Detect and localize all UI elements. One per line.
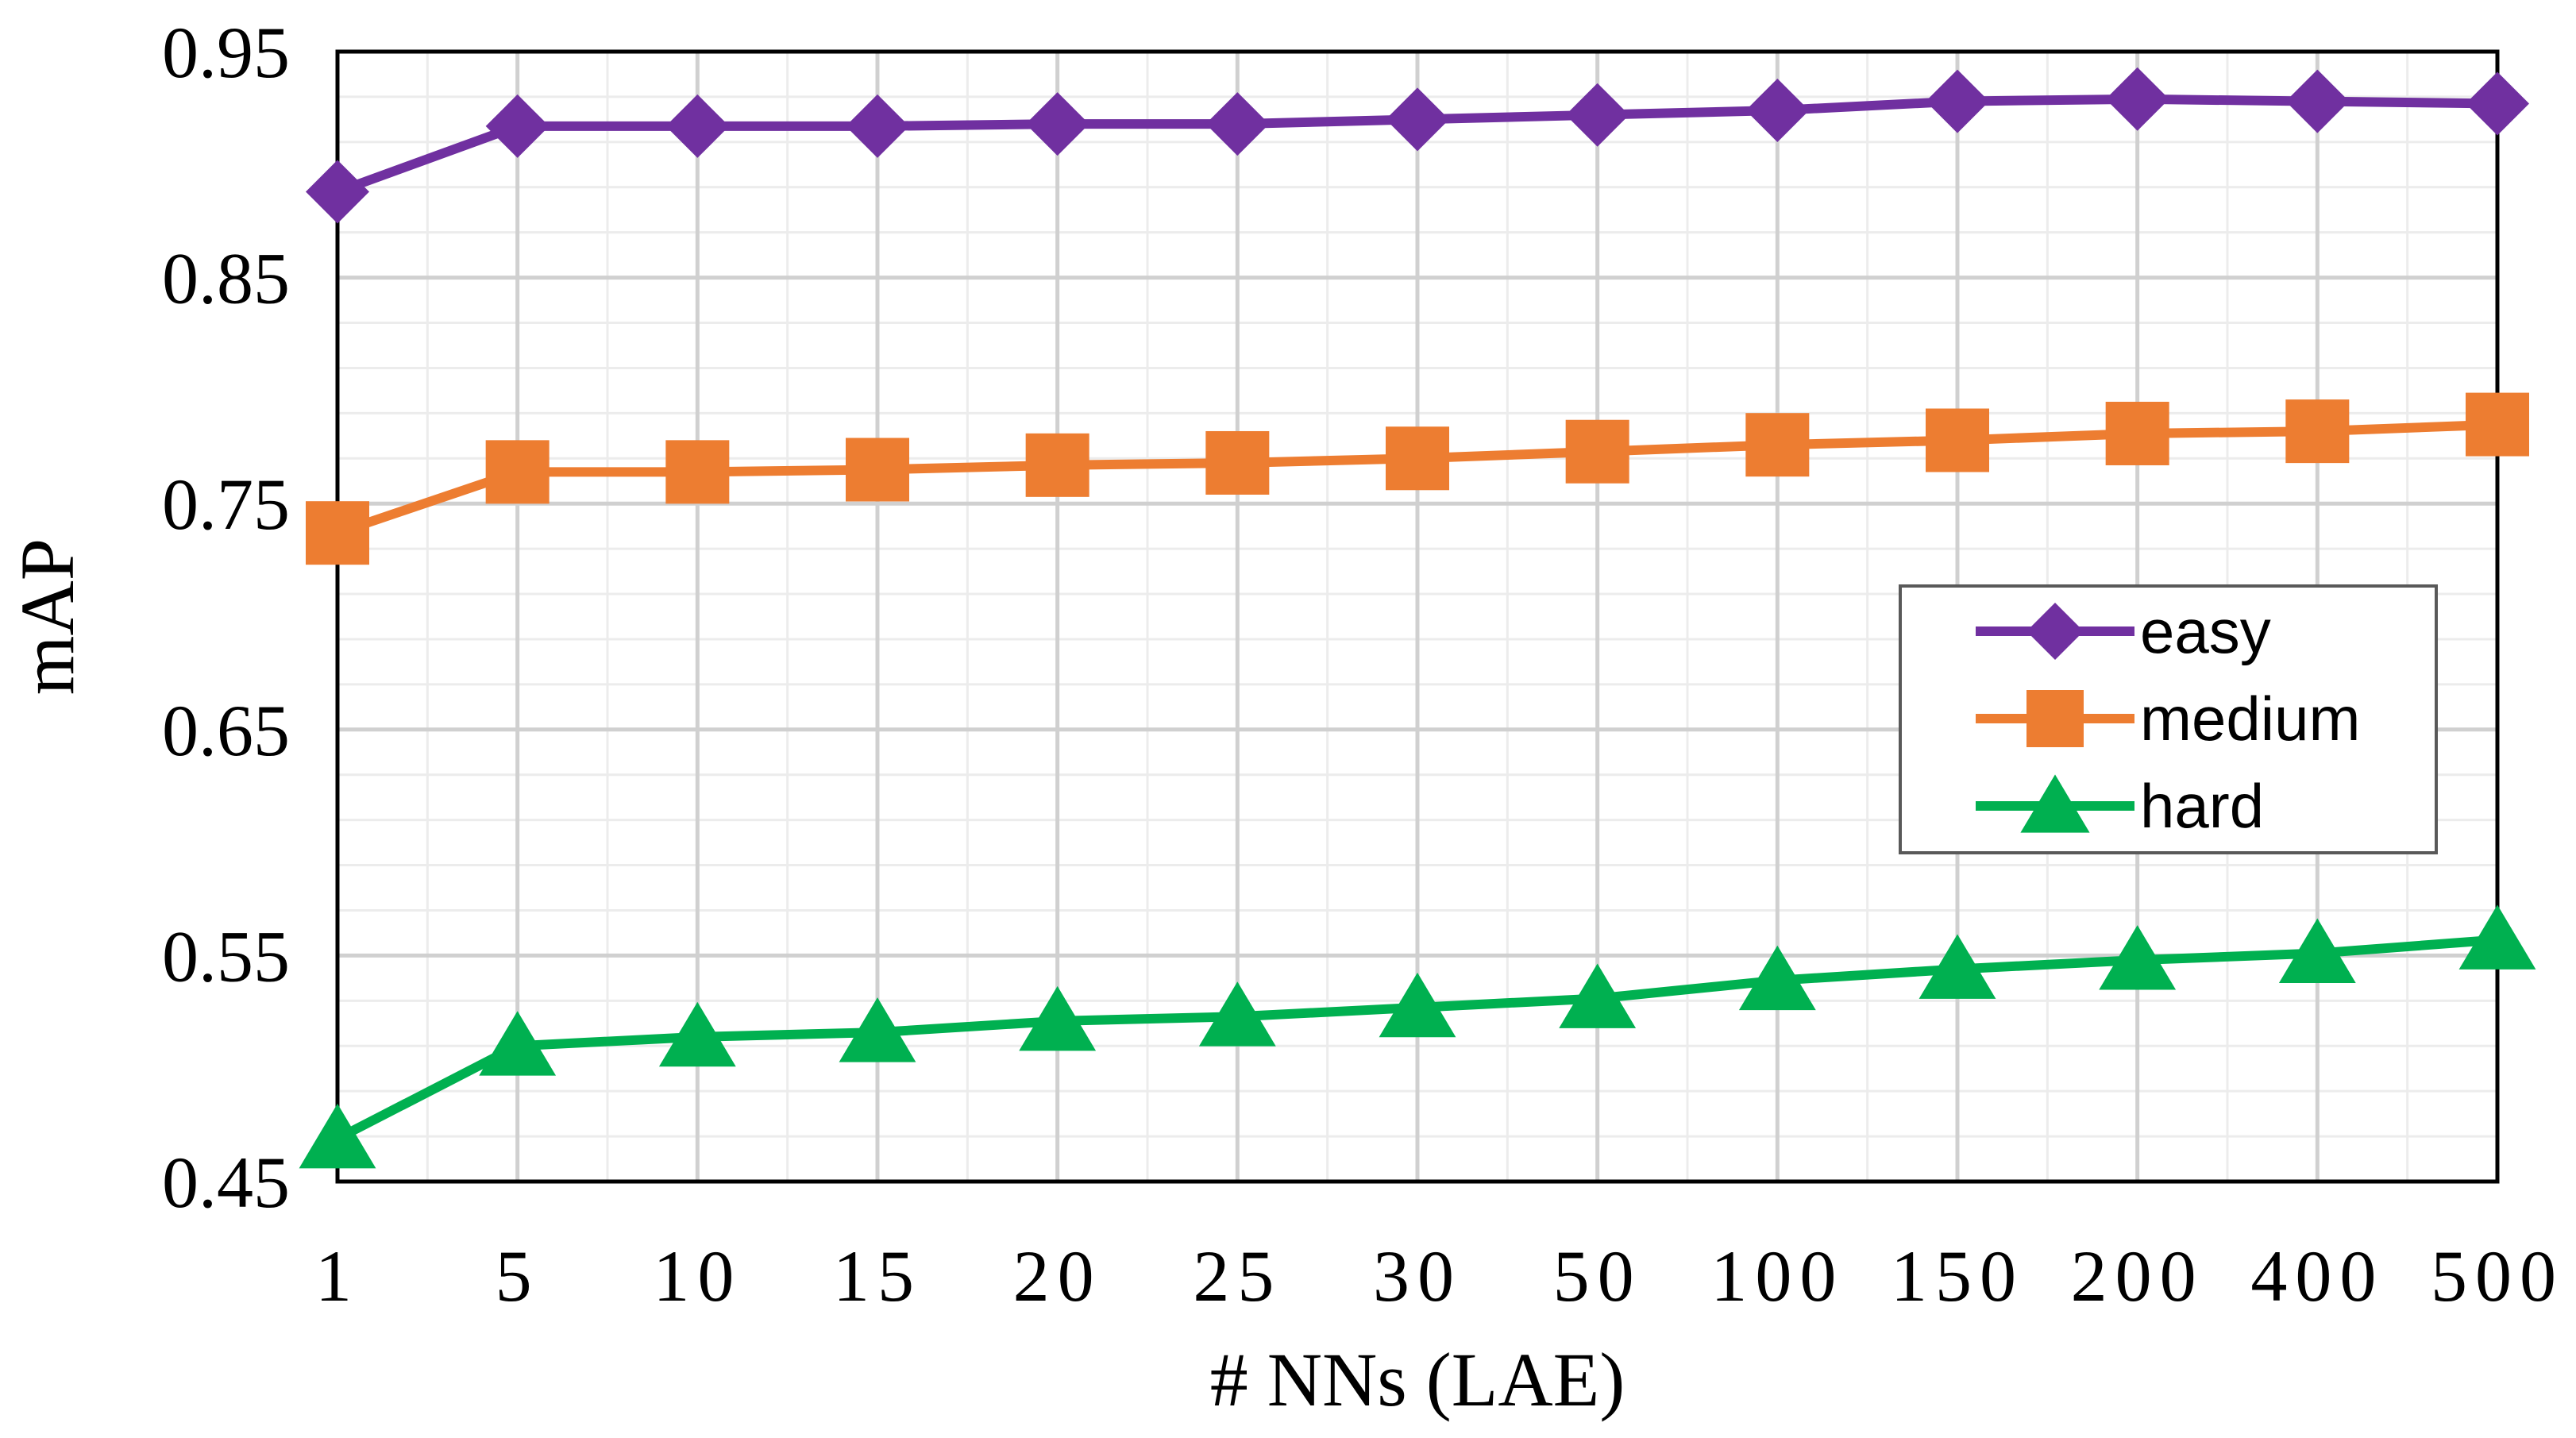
y-tick-labels: 0.45 0.55 0.65 0.75 0.85 0.95 — [162, 12, 290, 1223]
x-tick-labels: 1 5 10 15 20 25 30 50 100 150 200 400 500 — [315, 1236, 2564, 1317]
data-point-medium — [1025, 433, 1089, 497]
data-point-medium — [2466, 392, 2529, 457]
data-point-hard — [1198, 981, 1276, 1047]
data-point-medium — [1745, 413, 1810, 477]
x-tick-label: 50 — [1553, 1236, 1642, 1317]
legend-label-medium: medium — [2140, 684, 2360, 754]
data-point-easy — [846, 94, 909, 158]
legend-marker-hard — [2020, 774, 2090, 833]
data-point-medium — [846, 438, 909, 502]
y-tick-label: 0.75 — [162, 464, 290, 545]
y-tick-label: 0.85 — [162, 238, 290, 319]
data-point-medium — [485, 440, 550, 504]
legend-item-medium: medium — [1976, 684, 2360, 754]
data-point-easy — [1205, 92, 1270, 156]
data-point-hard — [479, 1011, 557, 1076]
y-tick-label: 0.45 — [162, 1142, 290, 1223]
data-point-easy — [665, 94, 730, 158]
data-point-hard — [839, 997, 916, 1062]
data-point-medium — [1386, 426, 1449, 491]
x-tick-label: 20 — [1013, 1236, 1102, 1317]
x-tick-label: 200 — [2071, 1236, 2204, 1317]
legend-marker-easy — [2026, 603, 2084, 660]
y-tick-label: 0.95 — [162, 12, 290, 93]
data-point-easy — [2466, 71, 2529, 136]
plot-area-border — [335, 49, 2500, 1184]
x-tick-label: 15 — [833, 1236, 922, 1317]
legend-marker-medium — [2026, 690, 2084, 747]
x-tick-label: 10 — [653, 1236, 742, 1317]
data-point-medium — [1926, 408, 1989, 472]
data-point-easy — [1386, 87, 1449, 152]
data-point-medium — [2105, 401, 2169, 465]
data-point-hard — [1738, 945, 1816, 1011]
x-tick-label: 150 — [1891, 1236, 2024, 1317]
data-point-easy — [485, 94, 550, 158]
data-point-easy — [1025, 92, 1089, 156]
x-tick-label: 1 — [315, 1236, 360, 1317]
data-point-easy — [306, 160, 369, 224]
y-tick-label: 0.65 — [162, 690, 290, 771]
data-point-easy — [1745, 78, 1810, 142]
data-point-hard — [2278, 918, 2356, 983]
x-tick-label: 5 — [496, 1236, 540, 1317]
y-axis-title: mAP — [5, 538, 90, 695]
data-point-hard — [1379, 972, 1456, 1038]
data-point-medium — [2285, 399, 2350, 464]
legend-item-hard: hard — [1976, 771, 2264, 841]
data-point-medium — [1565, 419, 1629, 484]
data-point-hard — [1919, 934, 1996, 999]
x-tick-label: 400 — [2250, 1236, 2384, 1317]
data-point-hard — [1559, 963, 1637, 1028]
data-point-hard — [658, 1001, 736, 1067]
data-point-hard — [2099, 925, 2177, 990]
data-point-easy — [2105, 67, 2169, 131]
data-point-medium — [1205, 430, 1270, 495]
data-point-easy — [1565, 83, 1629, 147]
x-axis-title: # NNs (LAE) — [1210, 1337, 1625, 1422]
data-point-hard — [1019, 985, 1097, 1051]
data-point-hard — [299, 1103, 376, 1169]
series-medium — [306, 392, 2529, 565]
data-point-hard — [2458, 904, 2536, 970]
x-tick-label: 25 — [1193, 1236, 1282, 1317]
x-tick-label: 500 — [2431, 1236, 2564, 1317]
y-tick-label: 0.55 — [162, 916, 290, 997]
series-easy — [306, 67, 2529, 224]
data-point-medium — [306, 501, 369, 565]
x-tick-label: 100 — [1710, 1236, 1844, 1317]
series-hard — [299, 904, 2536, 1169]
legend-label-easy: easy — [2140, 596, 2271, 666]
legend: easy medium hard — [1899, 584, 2438, 854]
series-layer — [299, 67, 2536, 1169]
x-tick-label: 30 — [1373, 1236, 1462, 1317]
data-point-easy — [2285, 69, 2350, 133]
data-point-easy — [1926, 69, 1989, 133]
legend-item-easy: easy — [1976, 596, 2271, 666]
data-point-medium — [665, 440, 730, 504]
legend-label-hard: hard — [2140, 771, 2264, 841]
